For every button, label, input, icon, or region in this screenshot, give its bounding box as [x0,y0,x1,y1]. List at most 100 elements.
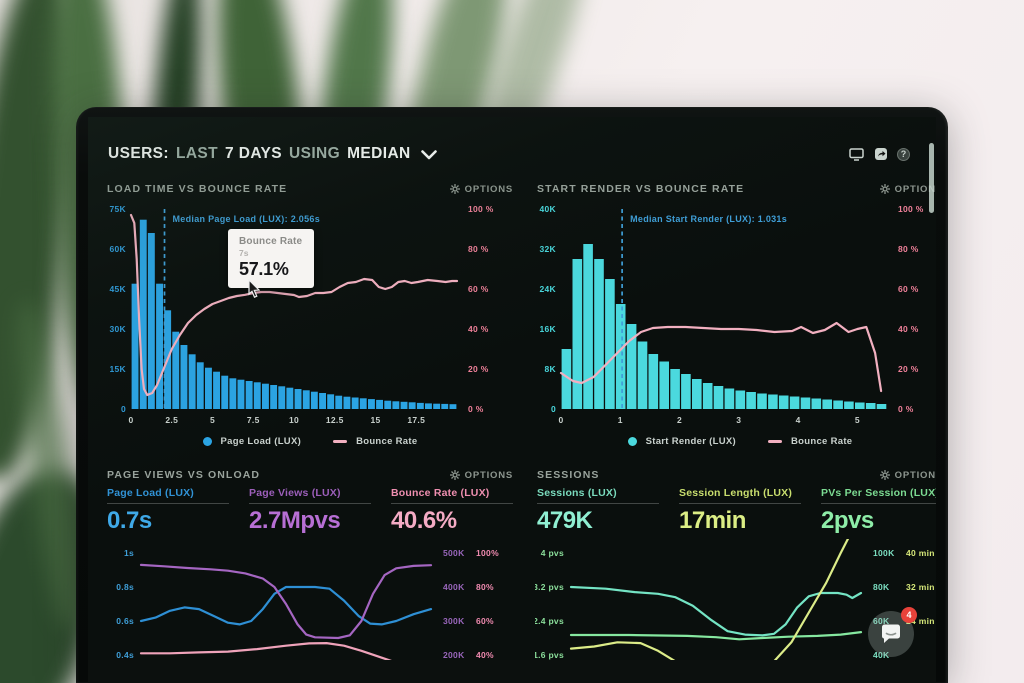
svg-text:1.6 pvs: 1.6 pvs [535,650,564,660]
svg-text:2.4 pvs: 2.4 pvs [535,616,564,626]
svg-text:7.5: 7.5 [247,415,260,425]
chart-legend: Page Load (LUX) Bounce Rate [105,431,515,451]
svg-text:100K: 100K [873,548,895,558]
chevron-down-icon[interactable] [420,150,437,160]
legend-dot [202,436,212,446]
svg-text:0 %: 0 % [898,404,914,414]
panel-page-views: PAGE VIEWS VS ONLOAD OPTIONS Page Load (… [105,465,515,660]
svg-text:500K: 500K [443,548,465,558]
metric-sessions: Sessions (LUX) 479K [537,487,659,543]
svg-text:24K: 24K [540,284,557,294]
metric-bounce-rate: Bounce Rate (LUX) 40.6% [391,487,513,543]
svg-text:4 pvs: 4 pvs [541,548,564,558]
svg-text:60 %: 60 % [468,284,489,294]
chart-legend: Start Render (LUX) Bounce Rate [535,431,936,451]
panel-sessions: SESSIONS OPTIONS Sessions (LUX) 479K Ses… [535,465,936,660]
svg-text:80K: 80K [873,582,890,592]
legend-label: Start Render (LUX) [645,435,736,447]
svg-text:200K: 200K [443,650,465,660]
svg-text:0.4s: 0.4s [116,650,134,660]
panel-title: PAGE VIEWS VS ONLOAD [107,469,261,481]
metric-pvs-per-session: PVs Per Session (LUX) 2pvs [821,487,936,543]
load-time-chart: 75K 60K 45K 30K 15K 0 100 % 80 % 60 % 40 % 20 % 0 %… [110,204,494,425]
legend-label: Bounce Rate [356,435,418,447]
svg-text:30K: 30K [110,324,127,334]
svg-text:8K: 8K [545,364,557,374]
metric-session-length: Session Length (LUX) 17min [679,487,801,543]
options-button[interactable]: OPTIONS [879,184,936,195]
svg-text:0: 0 [551,404,556,414]
svg-text:1s: 1s [124,548,134,558]
legend-label: Bounce Rate [791,435,853,447]
svg-text:300K: 300K [443,616,465,626]
svg-text:32 min: 32 min [906,582,935,592]
svg-text:80%: 80% [476,582,494,592]
svg-text:60%: 60% [476,616,494,626]
scrollbar-thumb[interactable] [929,143,934,213]
svg-text:3.2 pvs: 3.2 pvs [535,582,564,592]
svg-text:3: 3 [736,415,741,425]
panels-grid: LOAD TIME VS BOUNCE RATE OPTIONS 75K 60K 4… [88,179,936,660]
options-button[interactable]: OPTIONS [449,184,513,195]
svg-text:100%: 100% [476,548,499,558]
svg-text:0.8s: 0.8s [116,582,134,592]
svg-text:60K: 60K [873,616,890,626]
title-users: USERS: [108,145,169,162]
panel-title: LOAD TIME VS BOUNCE RATE [107,183,288,195]
chart-tooltip: Bounce Rate 7s 57.1% [228,229,315,288]
chat-bubble-icon [881,624,900,643]
svg-text:Median Start Render (LUX): 1.0: Median Start Render (LUX): 1.031s [630,214,787,224]
svg-text:75K: 75K [110,204,127,214]
dashboard-screen: USERS: LAST 7 DAYS USING MEDIAN [88,117,936,683]
svg-text:40K: 40K [540,204,557,214]
metric-page-load: Page Load (LUX) 0.7s [107,487,229,543]
panel-title: SESSIONS [537,469,600,481]
title-median: MEDIAN [347,145,411,162]
laptop: USERS: LAST 7 DAYS USING MEDIAN [76,107,948,683]
dashboard-header: USERS: LAST 7 DAYS USING MEDIAN [88,117,936,179]
svg-text:0: 0 [128,415,133,425]
start-render-chart: 40K 32K 24K 16K 8K 0 100 % 80 % 60 % 40 % 20 % 0 % 0… [540,204,924,425]
svg-text:80 %: 80 % [468,244,489,254]
display-icon[interactable] [849,147,864,161]
title-days: 7 DAYS [225,145,283,162]
svg-text:0: 0 [558,415,563,425]
svg-text:20 %: 20 % [468,364,489,374]
svg-text:15K: 15K [110,364,127,374]
svg-text:32K: 32K [540,244,557,254]
svg-text:0: 0 [121,404,126,414]
gear-icon [449,184,460,194]
svg-text:24 min: 24 min [906,616,935,626]
svg-text:20 %: 20 % [898,364,919,374]
metric-row: Sessions (LUX) 479K Session Length (LUX)… [535,485,936,543]
legend-dot [627,436,637,446]
help-icon[interactable]: ? [897,147,910,161]
share-icon[interactable] [873,147,888,161]
svg-text:40 %: 40 % [898,324,919,334]
svg-text:10: 10 [289,415,299,425]
metric-page-views: Page Views (LUX) 2.7Mpvs [249,487,371,543]
svg-text:0.6s: 0.6s [116,616,134,626]
svg-text:80 %: 80 % [898,244,919,254]
title-last: LAST [175,145,219,162]
chat-launcher[interactable]: 4 [868,607,917,657]
options-button[interactable]: OPTIONS [449,470,513,481]
options-button[interactable]: OPTIONS [879,470,936,481]
svg-text:40%: 40% [476,650,494,660]
panel-load-time: LOAD TIME VS BOUNCE RATE OPTIONS 75K 60K 4… [105,179,515,451]
svg-text:Median Page Load (LUX): 2.056s: Median Page Load (LUX): 2.056s [173,214,321,224]
sessions-chart: 4 pvs 100K 40 min 3.2 pvs 80K 32 min 2.4 pvs 60… [535,539,935,660]
svg-text:2.5: 2.5 [165,415,178,425]
svg-text:40 %: 40 % [468,324,489,334]
page-title[interactable]: USERS: LAST 7 DAYS USING MEDIAN [108,145,437,163]
svg-text:1: 1 [618,415,623,425]
svg-text:100 %: 100 % [468,204,494,214]
laptop-bezel [88,660,936,683]
svg-text:40K: 40K [873,650,890,660]
gear-icon [879,184,890,194]
svg-text:2: 2 [677,415,682,425]
notification-badge: 4 [901,607,917,623]
page-views-chart: 1s 500K 100% 0.8s 400K 80% 0.6s 300K 60% 0.4s 200K… [116,548,499,660]
legend-dash [333,439,348,443]
